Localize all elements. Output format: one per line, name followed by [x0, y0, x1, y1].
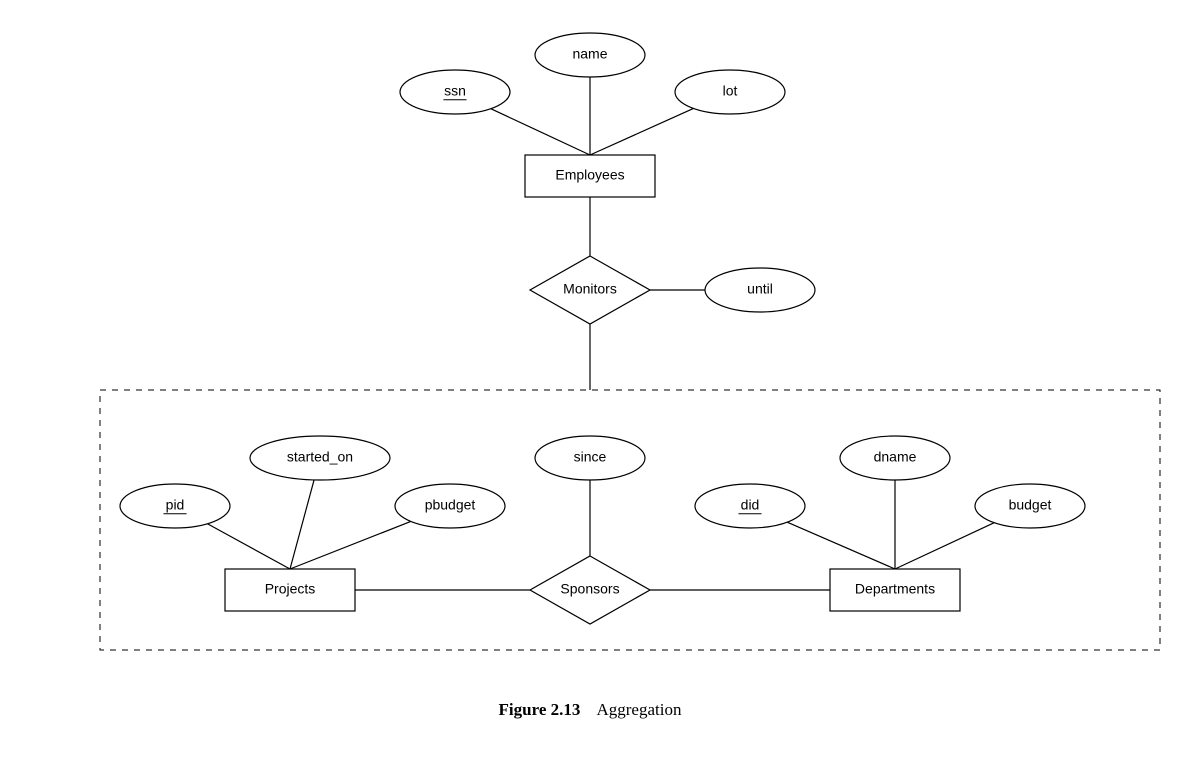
svg-text:pbudget: pbudget [425, 497, 476, 513]
figure-caption: Figure 2.13 Aggregation [0, 700, 1180, 720]
svg-text:Sponsors: Sponsors [560, 581, 619, 597]
svg-text:until: until [747, 281, 773, 297]
edge [895, 523, 994, 569]
svg-text:Projects: Projects [265, 581, 316, 597]
er-diagram: ssn name lot until pid started_onpbudget since… [0, 0, 1180, 758]
svg-text:dname: dname [874, 449, 917, 465]
svg-text:lot: lot [723, 83, 738, 99]
edge [290, 480, 314, 569]
svg-text:Departments: Departments [855, 581, 935, 597]
svg-text:since: since [574, 449, 607, 465]
edge [207, 524, 290, 569]
svg-text:name: name [572, 46, 607, 62]
svg-text:ssn: ssn [444, 83, 466, 99]
svg-text:started_on: started_on [287, 449, 353, 465]
svg-text:budget: budget [1009, 497, 1052, 513]
svg-text:Monitors: Monitors [563, 281, 617, 297]
svg-text:Employees: Employees [555, 167, 624, 183]
svg-text:did: did [741, 497, 760, 513]
edge [491, 109, 590, 155]
edge [290, 521, 411, 569]
figure-title: Aggregation [596, 700, 681, 719]
edge [787, 522, 895, 569]
figure-number: Figure 2.13 [499, 700, 581, 719]
edge [590, 108, 693, 155]
svg-text:pid: pid [166, 497, 185, 513]
